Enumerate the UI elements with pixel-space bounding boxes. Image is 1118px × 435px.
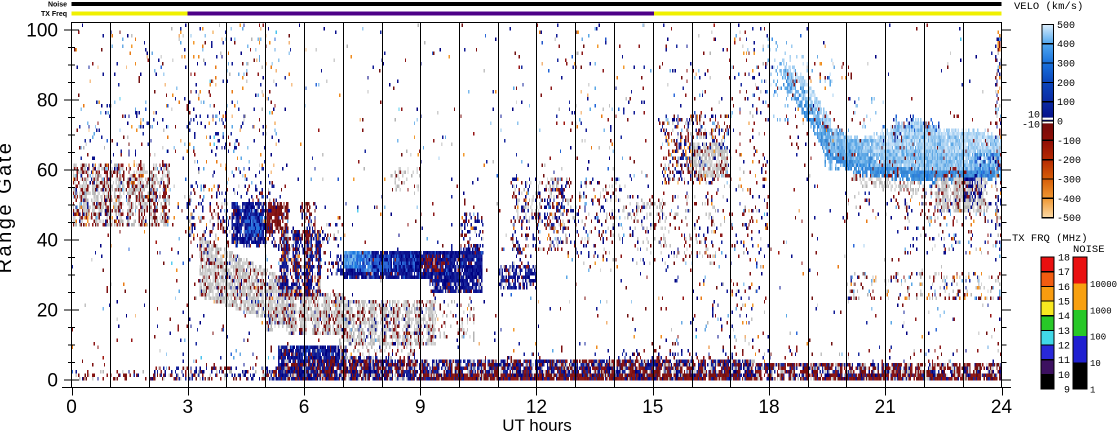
svg-text:10: 10 (1058, 371, 1070, 382)
svg-text:80: 80 (37, 91, 58, 112)
svg-text:12: 12 (526, 397, 547, 418)
svg-text:-10: -10 (1022, 121, 1040, 132)
svg-text:16: 16 (1058, 283, 1070, 294)
svg-text:Range Gate: Range Gate (0, 141, 16, 274)
svg-text:17: 17 (1058, 268, 1070, 279)
svg-text:10: 10 (1090, 359, 1101, 369)
svg-text:-400: -400 (1057, 195, 1081, 206)
svg-text:100: 100 (1090, 333, 1106, 343)
svg-text:300: 300 (1057, 60, 1075, 71)
svg-text:TX FRQ (MHz): TX FRQ (MHz) (1012, 233, 1088, 245)
svg-text:-100: -100 (1057, 137, 1081, 148)
svg-text:100: 100 (1057, 98, 1075, 109)
svg-text:24: 24 (991, 397, 1013, 418)
svg-text:10000: 10000 (1090, 280, 1117, 290)
svg-text:0: 0 (66, 397, 77, 418)
svg-text:9: 9 (415, 397, 426, 418)
svg-text:6: 6 (299, 397, 310, 418)
svg-text:14: 14 (1058, 312, 1070, 323)
svg-text:18: 18 (758, 397, 779, 418)
svg-text:-300: -300 (1057, 175, 1081, 186)
svg-text:-200: -200 (1057, 156, 1081, 167)
svg-text:3: 3 (182, 397, 193, 418)
svg-text:NOISE: NOISE (1073, 244, 1105, 256)
svg-text:UT hours: UT hours (502, 416, 572, 435)
svg-text:Noise: Noise (48, 2, 67, 9)
svg-text:15: 15 (1058, 298, 1070, 309)
svg-text:40: 40 (37, 231, 58, 252)
svg-text:20: 20 (37, 301, 58, 322)
svg-text:10: 10 (1028, 111, 1040, 122)
svg-text:21: 21 (875, 397, 896, 418)
svg-text:0: 0 (47, 371, 58, 392)
svg-text:1000: 1000 (1090, 306, 1112, 316)
svg-text:500: 500 (1057, 21, 1075, 32)
svg-text:100: 100 (26, 21, 58, 42)
svg-text:-500: -500 (1057, 214, 1081, 225)
svg-text:400: 400 (1057, 40, 1075, 51)
svg-text:11: 11 (1058, 356, 1070, 367)
svg-text:15: 15 (642, 397, 663, 418)
svg-text:18: 18 (1058, 254, 1070, 265)
svg-text:60: 60 (37, 161, 58, 182)
svg-text:9: 9 (1064, 386, 1070, 397)
svg-text:0: 0 (1057, 118, 1063, 129)
svg-text:TX Freq: TX Freq (41, 11, 67, 18)
svg-text:200: 200 (1057, 79, 1075, 90)
svg-text:VELO (km/s): VELO (km/s) (1014, 1, 1083, 13)
svg-text:1: 1 (1090, 386, 1095, 396)
svg-text:13: 13 (1058, 327, 1070, 338)
svg-text:12: 12 (1058, 342, 1070, 353)
